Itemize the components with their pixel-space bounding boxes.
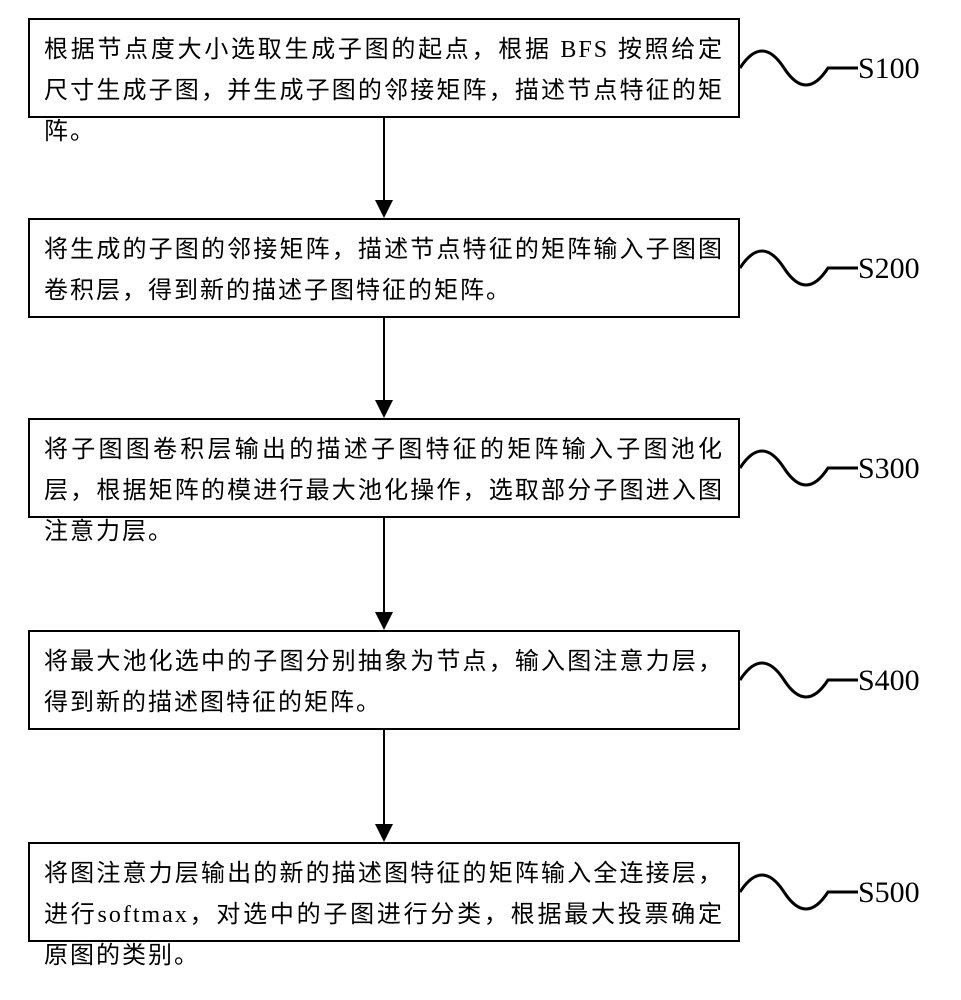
step-box-s300: 将子图图卷积层输出的描述子图特征的矩阵输入子图池化层，根据矩阵的模进行最大池化操… bbox=[28, 418, 740, 518]
flowchart-canvas: 根据节点度大小选取生成子图的起点，根据 BFS 按照给定尺寸生成子图，并生成子图… bbox=[0, 0, 961, 1000]
arrow-head-4 bbox=[375, 824, 393, 842]
step-text: 将最大池化选中的子图分别抽象为节点，输入图注意力层，得到新的描述图特征的矩阵。 bbox=[44, 649, 724, 716]
wave-connector-s400 bbox=[740, 652, 858, 708]
wave-connector-s200 bbox=[740, 240, 858, 296]
step-label-s400: S400 bbox=[858, 664, 920, 698]
arrow-line-2 bbox=[383, 318, 385, 400]
step-text: 将生成的子图的邻接矩阵，描述节点特征的矩阵输入子图图卷积层，得到新的描述子图特征… bbox=[44, 237, 724, 304]
step-text: 将图注意力层输出的新的描述图特征的矩阵输入全连接层，进行softmax，对选中的… bbox=[44, 861, 724, 969]
wave-connector-s300 bbox=[740, 440, 858, 496]
wave-connector-s100 bbox=[740, 40, 858, 96]
arrow-head-2 bbox=[375, 400, 393, 418]
arrow-line-4 bbox=[383, 730, 385, 824]
step-label-s100: S100 bbox=[858, 52, 920, 86]
step-label-s300: S300 bbox=[858, 452, 920, 486]
step-label-s500: S500 bbox=[858, 876, 920, 910]
step-box-s500: 将图注意力层输出的新的描述图特征的矩阵输入全连接层，进行softmax，对选中的… bbox=[28, 842, 740, 942]
step-box-s100: 根据节点度大小选取生成子图的起点，根据 BFS 按照给定尺寸生成子图，并生成子图… bbox=[28, 18, 740, 118]
step-label-s200: S200 bbox=[858, 252, 920, 286]
step-box-s200: 将生成的子图的邻接矩阵，描述节点特征的矩阵输入子图图卷积层，得到新的描述子图特征… bbox=[28, 218, 740, 318]
arrow-head-1 bbox=[375, 200, 393, 218]
arrow-head-3 bbox=[375, 612, 393, 630]
wave-connector-s500 bbox=[740, 864, 858, 920]
step-box-s400: 将最大池化选中的子图分别抽象为节点，输入图注意力层，得到新的描述图特征的矩阵。 bbox=[28, 630, 740, 730]
arrow-line-3 bbox=[383, 518, 385, 612]
arrow-line-1 bbox=[383, 118, 385, 200]
